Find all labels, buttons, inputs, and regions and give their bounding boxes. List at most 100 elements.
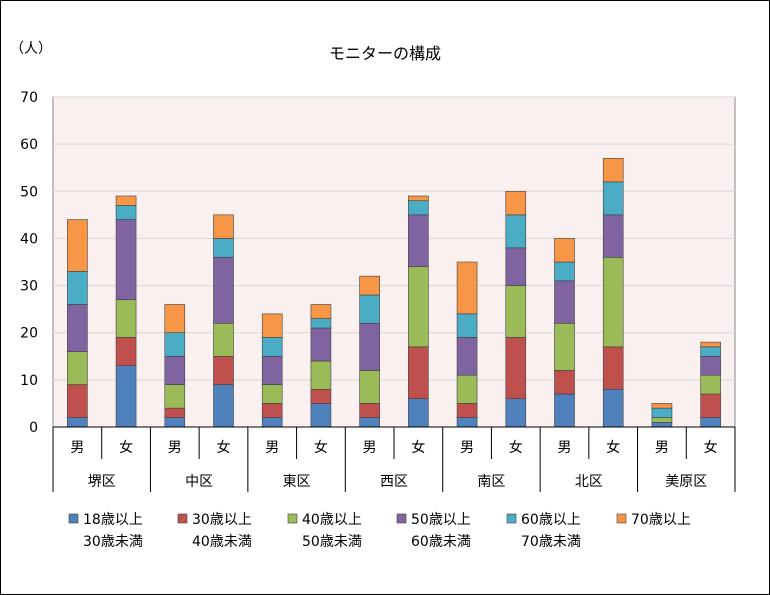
bar-segment <box>456 374 478 404</box>
x-tick-label-gender: 女 <box>411 439 425 456</box>
bar-segment <box>359 322 380 371</box>
bar-segment <box>651 421 673 428</box>
bar-segment <box>164 304 186 334</box>
y-tick-label: 0 <box>29 420 38 436</box>
x-tick-label-district: 北区 <box>575 474 603 490</box>
bar-segment <box>213 238 234 258</box>
bar-segment <box>164 355 186 385</box>
bar-segment <box>456 417 478 428</box>
bar-segment <box>651 407 673 418</box>
x-tick-label-gender: 男 <box>558 440 572 456</box>
bar-segment <box>602 256 624 348</box>
x-tick-label-district: 西区 <box>380 474 408 490</box>
bar-segment <box>67 304 88 352</box>
bar-segment <box>261 403 283 418</box>
bar-segment <box>359 275 380 296</box>
x-tick-label-gender: 男 <box>265 440 279 456</box>
axes: 0 10 20 30 40 50 60 70 男 女 男 女 男 女 男 女 男 女 男 女 男 女堺区 中区 東区 西区 南区 北… <box>20 90 736 492</box>
bar-segment <box>651 417 673 423</box>
y-tick-label: 30 <box>20 279 38 295</box>
x-tick-label-gender: 男 <box>363 440 377 456</box>
x-tick-label-gender: 男 <box>70 440 84 456</box>
bar-segment <box>505 190 527 216</box>
bar-segment <box>164 407 186 418</box>
bar-segment <box>554 261 575 282</box>
bar-segment <box>261 417 283 428</box>
x-tick-label-gender: 男 <box>655 440 669 456</box>
x-tick-label-gender: 女 <box>119 439 133 456</box>
bar-segment <box>115 205 137 220</box>
bar-segment <box>359 417 380 428</box>
legend: 18歳以上 30歳未満 30歳以上 40歳未満 40歳以上 50歳未満 50歳以上 60歳未満… <box>68 512 691 550</box>
bar-segment <box>408 214 429 268</box>
bar-segment <box>554 280 575 324</box>
legend-swatch <box>396 513 407 524</box>
bar-segment <box>359 370 380 404</box>
plot-area <box>52 96 736 428</box>
legend-label: 50歳未満 <box>302 534 362 550</box>
bar-segment <box>602 214 624 258</box>
bar-segment <box>456 261 478 315</box>
bar-segment <box>115 299 137 338</box>
bar-segment <box>67 271 88 305</box>
bar-segment <box>456 313 478 338</box>
y-tick-label: 50 <box>20 184 38 200</box>
bar-segment <box>408 195 429 202</box>
bar-segment <box>213 355 234 385</box>
bar-segment <box>554 238 575 263</box>
bar-segment <box>456 403 478 418</box>
bar-segment <box>505 247 527 286</box>
bar-segment <box>67 417 88 428</box>
bar-segment <box>602 388 624 428</box>
legend-label: 18歳以上 <box>83 512 143 528</box>
bar-segment <box>408 398 429 428</box>
bar-segment <box>700 374 721 395</box>
bar-segment <box>602 346 624 390</box>
bar-segment <box>700 346 721 357</box>
x-tick-label-gender: 女 <box>704 439 718 456</box>
y-tick-label: 40 <box>20 231 38 247</box>
bar-segment <box>505 285 527 338</box>
bar-segment <box>310 318 332 329</box>
legend-label: 60歳未満 <box>411 534 471 550</box>
x-tick-label-gender: 女 <box>314 439 328 456</box>
x-tick-label-district: 中区 <box>185 474 213 490</box>
legend-label: 70歳以上 <box>631 512 691 528</box>
y-tick-label: 10 <box>20 373 38 389</box>
bar-segment <box>456 337 478 376</box>
bar-segment <box>310 360 332 390</box>
bar-segment <box>115 337 137 367</box>
x-tick-label-gender: 女 <box>606 439 620 456</box>
bar-segment <box>261 355 283 385</box>
legend-label: 50歳以上 <box>411 512 471 528</box>
x-tick-label-district: 南区 <box>477 474 505 490</box>
bar-segment <box>213 214 234 239</box>
legend-label: 40歳以上 <box>302 512 362 528</box>
bar-segment <box>310 403 332 428</box>
bar-segment <box>213 256 234 324</box>
bar-segment <box>408 266 429 348</box>
x-tick-label-district: 美原区 <box>665 474 707 490</box>
bar-segment <box>115 195 137 206</box>
legend-swatch <box>287 513 298 524</box>
bar-segment <box>261 337 283 357</box>
x-tick-label-district: 堺区 <box>88 474 116 490</box>
bar-segment <box>213 322 234 357</box>
bar-segment <box>651 403 673 409</box>
bar-segment <box>359 294 380 324</box>
x-tick-label-district: 東区 <box>283 474 311 490</box>
legend-swatch <box>177 513 188 524</box>
y-tick-label: 20 <box>20 326 38 342</box>
bar-segment <box>505 398 527 428</box>
bar-segment <box>505 337 527 400</box>
bar-segment <box>164 384 186 409</box>
y-axis-unit-label: （人） <box>10 41 52 57</box>
bar-segment <box>700 355 721 376</box>
legend-label: 30歳以上 <box>192 512 252 528</box>
x-tick-label-gender: 女 <box>509 439 523 456</box>
legend-label: 70歳未満 <box>521 534 581 550</box>
y-tick-label: 60 <box>20 137 38 153</box>
bar-segment <box>408 200 429 216</box>
y-tick-label: 70 <box>20 90 38 106</box>
